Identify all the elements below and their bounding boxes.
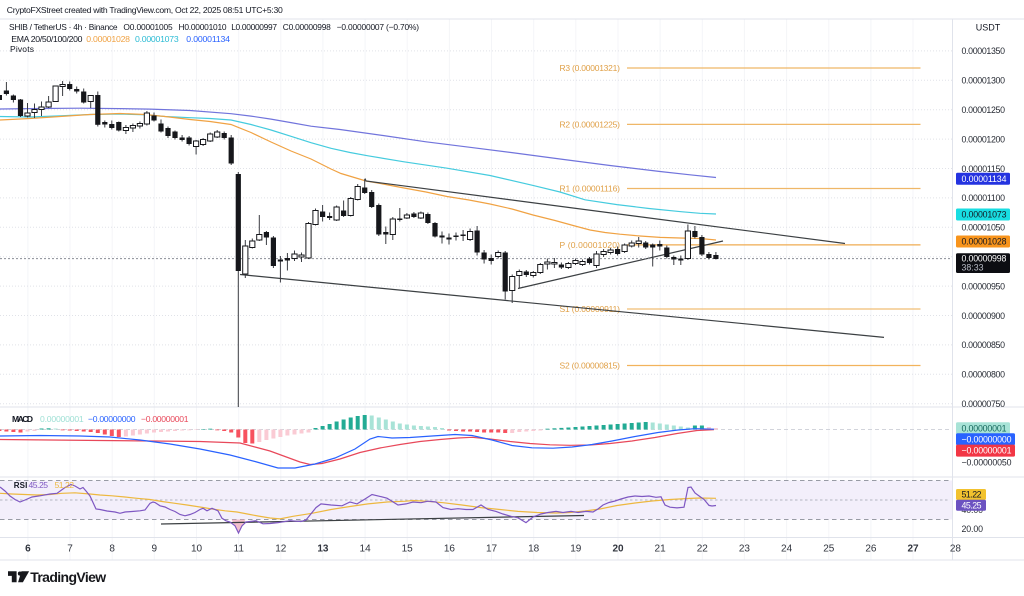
svg-text:P (0.00001020): P (0.00001020) <box>560 240 621 250</box>
svg-text:C0.00000998: C0.00000998 <box>283 22 331 32</box>
svg-text:Pivots: Pivots <box>10 44 34 54</box>
svg-text:0.00000800: 0.00000800 <box>962 370 1006 380</box>
svg-text:20.00: 20.00 <box>962 524 984 534</box>
svg-text:0.00001073: 0.00001073 <box>962 210 1007 220</box>
svg-text:0.00001250: 0.00001250 <box>962 105 1006 115</box>
svg-text:14: 14 <box>360 544 372 555</box>
svg-text:18: 18 <box>528 544 540 555</box>
svg-text:0.00000900: 0.00000900 <box>962 311 1006 321</box>
svg-text:0.00001200: 0.00001200 <box>962 134 1006 144</box>
svg-text:0.00000001: 0.00000001 <box>40 414 84 424</box>
svg-text:H0.00001010: H0.00001010 <box>179 22 227 32</box>
svg-text:23: 23 <box>739 544 751 555</box>
svg-text:19: 19 <box>570 544 582 555</box>
svg-text:RSI: RSI <box>14 481 27 490</box>
svg-text:−0.00000007 (−0.70%): −0.00000007 (−0.70%) <box>337 22 420 32</box>
svg-text:13: 13 <box>317 544 329 555</box>
svg-text:45.25: 45.25 <box>962 500 982 510</box>
svg-text:USDT: USDT <box>976 23 1001 33</box>
svg-text:9: 9 <box>152 544 158 555</box>
svg-text:−0.00000000: −0.00000000 <box>962 434 1012 444</box>
svg-text:−0.00000001: −0.00000001 <box>962 446 1012 456</box>
svg-text:0.00001100: 0.00001100 <box>962 193 1006 203</box>
svg-text:EMA 20/50/100/200: EMA 20/50/100/200 <box>11 34 82 44</box>
svg-text:O0.00001005: O0.00001005 <box>123 22 173 32</box>
svg-text:0.00000998: 0.00000998 <box>962 254 1007 264</box>
svg-text:−0.00000000: −0.00000000 <box>88 414 136 424</box>
svg-text:11: 11 <box>234 544 245 555</box>
svg-text:0.00001350: 0.00001350 <box>962 46 1006 56</box>
svg-text:TradingView: TradingView <box>30 569 106 585</box>
svg-text:0.00001050: 0.00001050 <box>962 223 1006 233</box>
svg-text:CryptoFXStreet created with Tr: CryptoFXStreet created with TradingView.… <box>7 5 283 15</box>
svg-text:25: 25 <box>823 544 835 555</box>
svg-text:28: 28 <box>950 544 962 555</box>
svg-text:0.00001028: 0.00001028 <box>86 34 130 44</box>
svg-text:0.00001028: 0.00001028 <box>962 237 1007 247</box>
svg-text:0.00001134: 0.00001134 <box>962 174 1007 184</box>
svg-text:−0.00000050: −0.00000050 <box>962 458 1012 468</box>
svg-text:−0.00000001: −0.00000001 <box>141 414 189 424</box>
svg-text:26: 26 <box>865 544 877 555</box>
svg-text:16: 16 <box>444 544 456 555</box>
svg-text:0.00001300: 0.00001300 <box>962 76 1006 86</box>
svg-text:0.00001073: 0.00001073 <box>135 34 179 44</box>
svg-text:15: 15 <box>402 544 414 555</box>
svg-text:R1 (0.00001116): R1 (0.00001116) <box>560 184 621 194</box>
svg-text:51.22: 51.22 <box>55 480 75 490</box>
svg-text:24: 24 <box>781 544 793 555</box>
svg-text:0.00001134: 0.00001134 <box>186 34 230 44</box>
svg-text:27: 27 <box>907 544 919 555</box>
svg-text:SHIB / TetherUS · 4h · Binance: SHIB / TetherUS · 4h · Binance <box>9 22 118 32</box>
svg-text:7: 7 <box>67 544 73 555</box>
svg-text:51.22: 51.22 <box>962 490 982 500</box>
svg-text:R2 (0.00001225): R2 (0.00001225) <box>560 120 621 130</box>
svg-text:0.00000750: 0.00000750 <box>962 399 1006 409</box>
svg-text:21: 21 <box>655 544 667 555</box>
svg-text:38:33: 38:33 <box>962 263 984 273</box>
svg-text:20: 20 <box>612 544 624 555</box>
svg-text:17: 17 <box>486 544 498 555</box>
svg-text:8: 8 <box>109 544 115 555</box>
svg-text:6: 6 <box>25 544 31 555</box>
svg-text:22: 22 <box>697 544 709 555</box>
svg-text:12: 12 <box>275 544 287 555</box>
svg-text:R3 (0.00001321): R3 (0.00001321) <box>560 63 621 73</box>
svg-text:0.00000950: 0.00000950 <box>962 281 1006 291</box>
svg-text:45.25: 45.25 <box>29 480 49 490</box>
svg-text:MACD: MACD <box>12 414 33 424</box>
svg-text:S2 (0.00000815): S2 (0.00000815) <box>560 361 621 371</box>
svg-text:L0.00000997: L0.00000997 <box>231 22 277 32</box>
svg-text:0.00000850: 0.00000850 <box>962 340 1006 350</box>
svg-text:10: 10 <box>191 544 203 555</box>
svg-text:0.00000001: 0.00000001 <box>962 423 1007 433</box>
svg-text:0.00001150: 0.00001150 <box>962 164 1006 174</box>
